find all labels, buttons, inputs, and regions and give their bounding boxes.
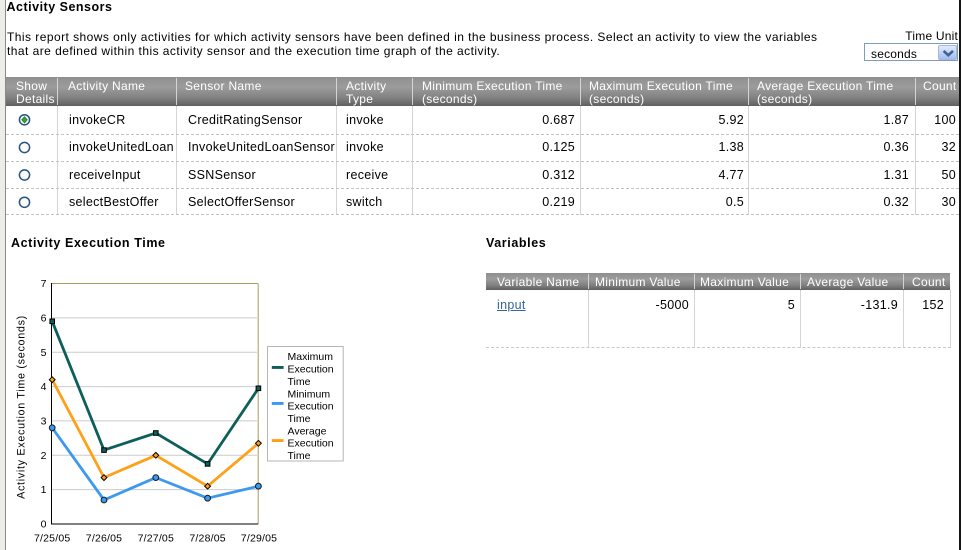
- svg-text:Activity Execution Time (secon: Activity Execution Time (seconds): [16, 315, 28, 499]
- svg-text:0: 0: [41, 519, 47, 531]
- svg-text:Execution: Execution: [288, 438, 334, 450]
- svg-text:Time: Time: [288, 376, 311, 388]
- svg-text:7/27/05: 7/27/05: [138, 533, 174, 545]
- svg-text:Minimum: Minimum: [288, 388, 331, 400]
- svg-text:7/28/05: 7/28/05: [189, 533, 225, 545]
- svg-text:7/25/05: 7/25/05: [34, 533, 70, 545]
- svg-text:7/26/05: 7/26/05: [86, 533, 122, 545]
- svg-text:7/29/05: 7/29/05: [241, 533, 277, 545]
- svg-text:7: 7: [41, 278, 47, 290]
- svg-text:Maximum: Maximum: [288, 351, 334, 363]
- svg-text:Execution: Execution: [288, 364, 334, 376]
- svg-text:6: 6: [41, 313, 47, 325]
- svg-text:2: 2: [41, 450, 47, 462]
- svg-text:Average: Average: [288, 425, 327, 437]
- svg-text:1: 1: [41, 484, 47, 496]
- svg-text:5: 5: [41, 347, 47, 359]
- svg-text:Execution: Execution: [288, 401, 334, 413]
- svg-text:Time: Time: [288, 413, 311, 425]
- svg-text:Time: Time: [288, 450, 311, 462]
- svg-text:3: 3: [41, 416, 47, 428]
- svg-text:4: 4: [41, 381, 47, 393]
